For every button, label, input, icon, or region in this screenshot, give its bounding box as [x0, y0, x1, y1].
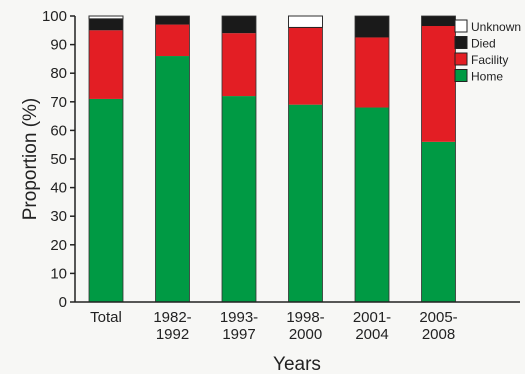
y-tick-label: 30: [50, 208, 67, 225]
bar-segment-home: [421, 141, 456, 302]
legend-label-unknown: Unknown: [471, 20, 521, 34]
y-ticks-group: 0 10 20 30 40 50 60 70 80 90 100: [42, 8, 75, 311]
bar-segment-facility: [155, 24, 190, 57]
legend: Unknown Died Facility Home: [454, 19, 521, 84]
y-tick-label: 10: [50, 265, 67, 282]
legend-label-home: Home: [471, 70, 503, 84]
bar-segment-facility: [288, 27, 323, 105]
bar-segment-died: [222, 16, 256, 34]
x-tick-label: 1982-1992: [153, 309, 191, 343]
bar-segment-home: [222, 96, 256, 302]
y-tick-label: 0: [59, 294, 67, 311]
y-tick-label: 70: [50, 94, 67, 111]
legend-swatch-unknown: [454, 19, 468, 33]
y-tick-label: 60: [50, 122, 67, 139]
bar-segment-unknown: [88, 15, 124, 20]
y-tick-label: 80: [50, 65, 67, 82]
bar-segment-facility: [89, 30, 123, 99]
x-tick-label: 1998-2000: [286, 309, 324, 343]
x-tick-label: 1993-1997: [220, 309, 258, 343]
x-axis-title: Years: [273, 354, 321, 374]
legend-swatch-died: [454, 36, 468, 49]
y-tick-label: 40: [50, 180, 67, 197]
bar-segment-facility: [222, 33, 256, 97]
bar-segment-died: [89, 18, 123, 31]
legend-swatch-facility: [454, 52, 468, 66]
bar-segment-died: [421, 16, 456, 27]
bar-segment-home: [89, 98, 123, 302]
x-tick-label: Total: [90, 309, 122, 326]
bar-segment-home: [288, 104, 323, 302]
bars-group: [88, 15, 456, 303]
legend-label-died: Died: [471, 37, 496, 51]
x-ticks-group: Total 1982-1992 1993-1997 1998-2000 2001-200…: [90, 309, 458, 343]
bar-segment-died: [355, 16, 389, 38]
y-tick-label: 100: [42, 8, 67, 25]
y-tick-label: 90: [50, 37, 67, 54]
legend-label-facility: Facility: [471, 53, 508, 67]
bar-segment-unknown: [288, 15, 323, 28]
y-tick-label: 20: [50, 237, 67, 254]
bar-segment-facility: [355, 37, 389, 108]
bar-segment-home: [155, 56, 190, 302]
bar-segment-home: [355, 107, 389, 303]
bar-segment-facility: [421, 26, 456, 142]
bar-segment-died: [155, 16, 190, 25]
y-axis-title: Proportion (%): [20, 98, 41, 221]
legend-swatch-home: [454, 69, 468, 82]
x-tick-label: 2005-2008: [419, 309, 457, 343]
x-tick-label: 2001-2004: [353, 309, 391, 343]
y-tick-label: 50: [50, 151, 67, 168]
